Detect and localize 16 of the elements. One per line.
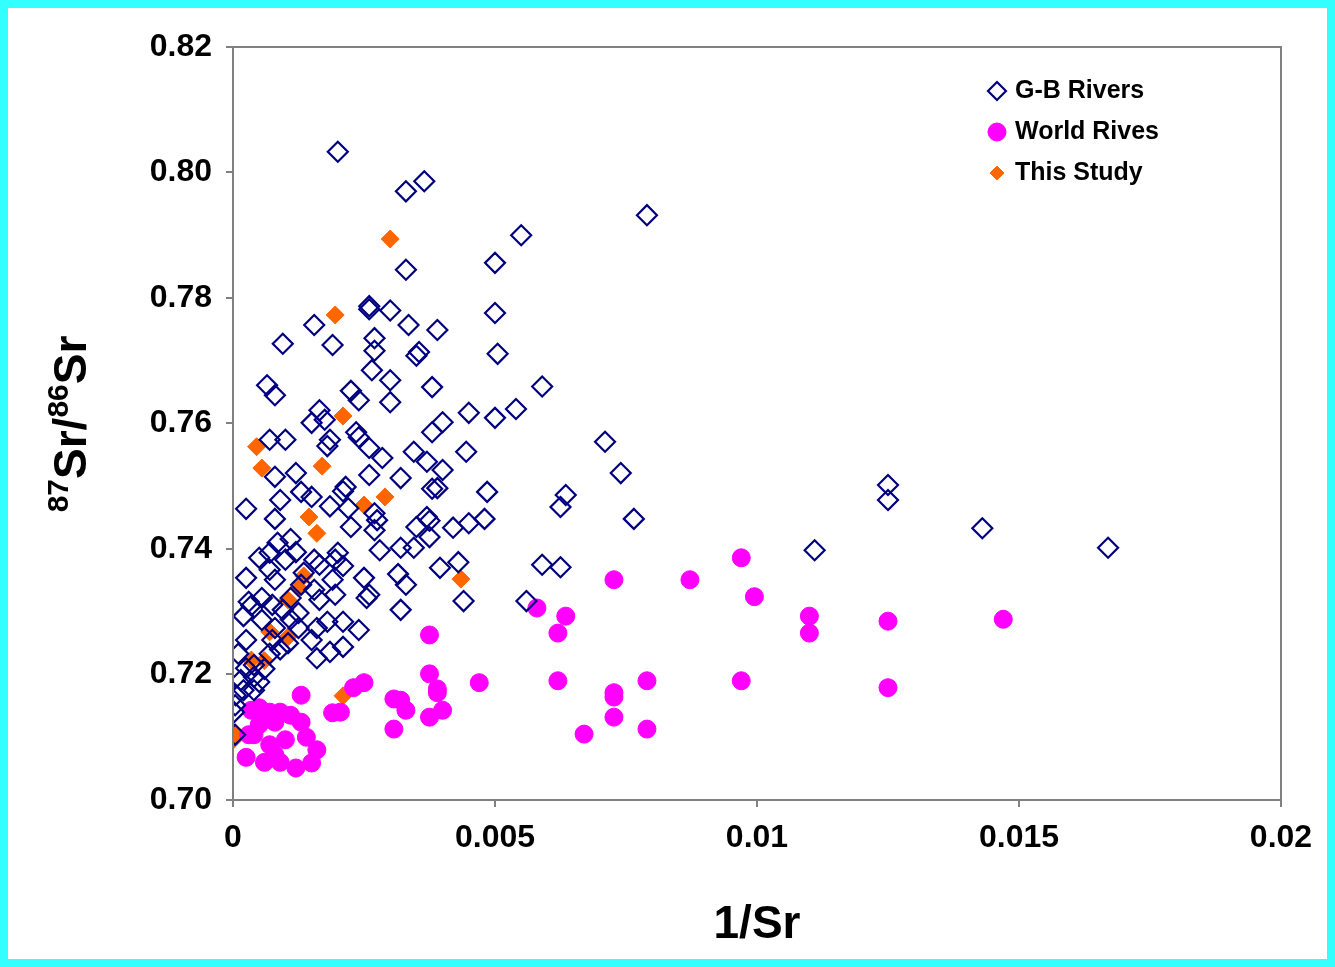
x-tick-label: 0.005 — [454, 818, 536, 855]
y-tick-label: 0.82 — [149, 26, 212, 63]
legend-label: G-B Rivers — [1014, 74, 1145, 103]
y-tick-label: 0.70 — [149, 779, 212, 816]
x-tick-label: 0.015 — [978, 818, 1060, 855]
y-tick-label: 0.76 — [149, 403, 212, 440]
y-tick-label: 0.72 — [149, 654, 212, 691]
x-tick-label: 0.01 — [725, 818, 789, 855]
legend-label: This Study — [1014, 156, 1143, 185]
x-axis-title: 1/Sr — [713, 896, 801, 949]
x-tick-label: 0.02 — [1249, 818, 1313, 855]
y-tick-label: 0.80 — [149, 152, 212, 189]
y-tick-label: 0.74 — [149, 528, 213, 565]
y-tick-label: 0.78 — [149, 277, 212, 314]
legend-label: World Rives — [1014, 115, 1160, 144]
x-tick-label: 0 — [224, 818, 242, 855]
